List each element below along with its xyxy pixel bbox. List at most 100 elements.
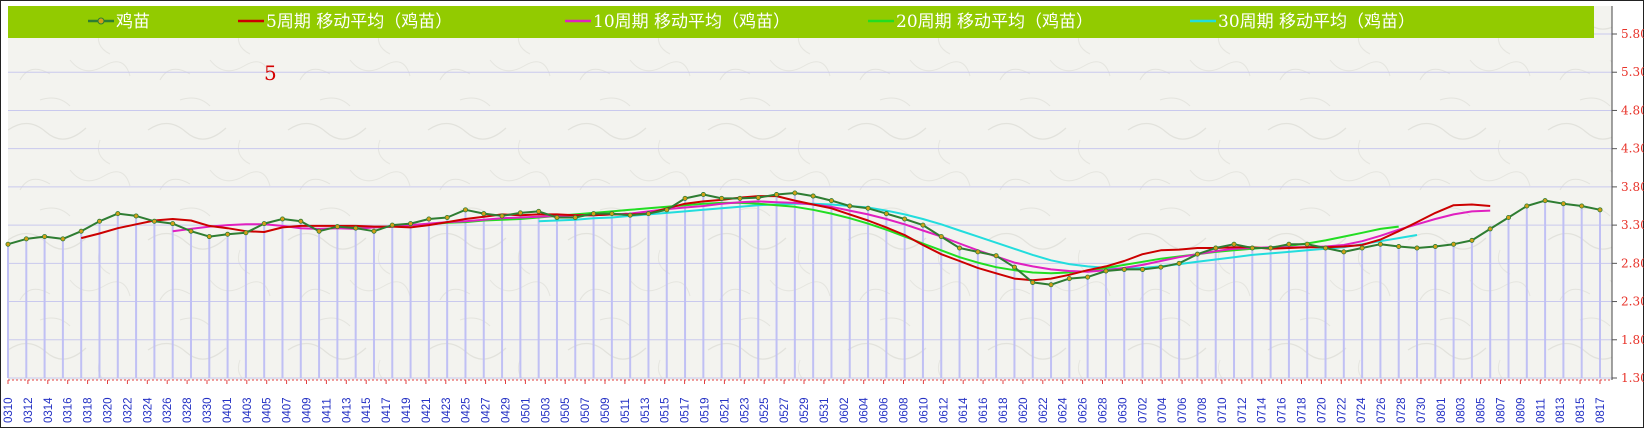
point-49 bbox=[902, 216, 908, 222]
x-tick-label-47: 0612 bbox=[938, 397, 950, 423]
point-81 bbox=[1487, 226, 1493, 232]
bar-series bbox=[7, 193, 1601, 378]
point-11 bbox=[206, 234, 212, 240]
point-0 bbox=[5, 241, 11, 247]
bar-0 bbox=[7, 244, 9, 378]
bar-76 bbox=[1397, 246, 1400, 378]
x-tick-label-79: 0815 bbox=[1575, 397, 1587, 423]
x-tick-label-17: 0413 bbox=[341, 397, 353, 423]
bar-28 bbox=[519, 212, 522, 378]
bar-29 bbox=[537, 211, 540, 378]
bar-71 bbox=[1306, 244, 1309, 378]
legend-background bbox=[8, 6, 1594, 38]
x-tick-label-13: 0405 bbox=[262, 397, 274, 423]
bar-12 bbox=[226, 234, 229, 378]
x-tick-label-1: 0312 bbox=[23, 397, 35, 423]
bar-16 bbox=[299, 221, 302, 378]
bar-21 bbox=[391, 225, 394, 378]
x-tick-label-25: 0429 bbox=[501, 397, 513, 423]
x-tick-label-24: 0427 bbox=[481, 397, 493, 423]
x-tick-label-12: 0403 bbox=[242, 397, 254, 423]
bar-8 bbox=[153, 221, 156, 378]
point-9 bbox=[170, 221, 176, 227]
x-tick-label-38: 0525 bbox=[759, 397, 771, 423]
point-60 bbox=[1103, 268, 1109, 274]
point-3 bbox=[60, 236, 66, 242]
x-tick-label-74: 0805 bbox=[1476, 397, 1488, 423]
point-4 bbox=[78, 228, 84, 234]
bar-45 bbox=[830, 200, 833, 378]
bar-62 bbox=[1141, 269, 1144, 378]
x-tick-label-63: 0714 bbox=[1257, 397, 1269, 423]
point-68 bbox=[1249, 245, 1255, 251]
bar-46 bbox=[848, 206, 851, 378]
x-tick-label-14: 0407 bbox=[282, 397, 294, 423]
point-71 bbox=[1304, 241, 1310, 247]
bar-57 bbox=[1050, 284, 1053, 378]
legend-label-3: 20周期 移动平均（鸡苗） bbox=[896, 12, 1093, 32]
point-64 bbox=[1176, 260, 1182, 266]
x-tick-label-58: 0704 bbox=[1157, 397, 1169, 423]
bar-41 bbox=[757, 197, 760, 378]
x-tick-label-66: 0720 bbox=[1316, 397, 1328, 423]
point-5 bbox=[96, 218, 102, 224]
x-tick-label-57: 0702 bbox=[1137, 397, 1149, 423]
bar-63 bbox=[1159, 267, 1162, 378]
point-48 bbox=[883, 211, 889, 217]
bar-11 bbox=[208, 236, 211, 378]
bar-72 bbox=[1324, 248, 1327, 378]
bar-44 bbox=[812, 196, 815, 378]
x-tick-label-6: 0322 bbox=[122, 397, 134, 423]
x-tick-label-39: 0527 bbox=[779, 397, 791, 423]
point-21 bbox=[389, 222, 395, 228]
bar-48 bbox=[885, 213, 888, 378]
x-tick-label-10: 0330 bbox=[202, 397, 214, 423]
x-tick-label-28: 0505 bbox=[560, 397, 572, 423]
bar-5 bbox=[98, 221, 101, 378]
bar-51 bbox=[940, 236, 943, 378]
bar-58 bbox=[1068, 278, 1071, 378]
point-47 bbox=[865, 205, 871, 211]
x-tick-label-71: 0730 bbox=[1416, 397, 1428, 423]
x-tick-label-27: 0503 bbox=[540, 397, 552, 423]
bar-33 bbox=[610, 213, 613, 378]
bar-6 bbox=[116, 213, 119, 378]
bar-60 bbox=[1104, 270, 1107, 378]
bar-40 bbox=[738, 198, 741, 378]
x-tick-label-40: 0529 bbox=[799, 397, 811, 423]
point-37 bbox=[682, 195, 688, 201]
x-tick-label-76: 0809 bbox=[1515, 397, 1527, 423]
point-72 bbox=[1323, 245, 1329, 251]
bar-1 bbox=[25, 238, 28, 378]
point-84 bbox=[1542, 198, 1548, 204]
bar-9 bbox=[171, 223, 174, 378]
point-40 bbox=[737, 195, 743, 201]
point-82 bbox=[1506, 214, 1512, 220]
bar-49 bbox=[903, 218, 906, 378]
bar-55 bbox=[1013, 267, 1016, 378]
point-78 bbox=[1432, 244, 1438, 250]
bar-84 bbox=[1544, 200, 1547, 378]
bar-7 bbox=[135, 215, 138, 378]
bar-86 bbox=[1580, 206, 1583, 378]
series-line-0 bbox=[7, 192, 1601, 286]
x-tick-label-32: 0513 bbox=[640, 397, 652, 423]
point-56 bbox=[1030, 279, 1036, 285]
point-17 bbox=[316, 228, 322, 234]
bar-38 bbox=[702, 194, 705, 378]
bar-39 bbox=[720, 198, 723, 378]
bar-37 bbox=[684, 198, 687, 378]
bar-4 bbox=[80, 231, 83, 378]
x-tick-label-53: 0624 bbox=[1058, 397, 1070, 423]
x-tick-label-51: 0620 bbox=[1018, 397, 1030, 423]
chart-annotation: 5 bbox=[264, 61, 277, 85]
series-line-4 bbox=[538, 202, 1418, 270]
y-tick-label-2: 4.80 bbox=[1621, 103, 1644, 117]
legend-label-1: 5周期 移动平均（鸡苗） bbox=[266, 12, 452, 32]
x-tick-label-29: 0507 bbox=[580, 397, 592, 423]
point-52 bbox=[957, 245, 963, 251]
x-tick-label-55: 0628 bbox=[1098, 397, 1110, 423]
point-42 bbox=[774, 192, 780, 198]
bar-73 bbox=[1342, 251, 1345, 378]
point-74 bbox=[1359, 245, 1365, 251]
